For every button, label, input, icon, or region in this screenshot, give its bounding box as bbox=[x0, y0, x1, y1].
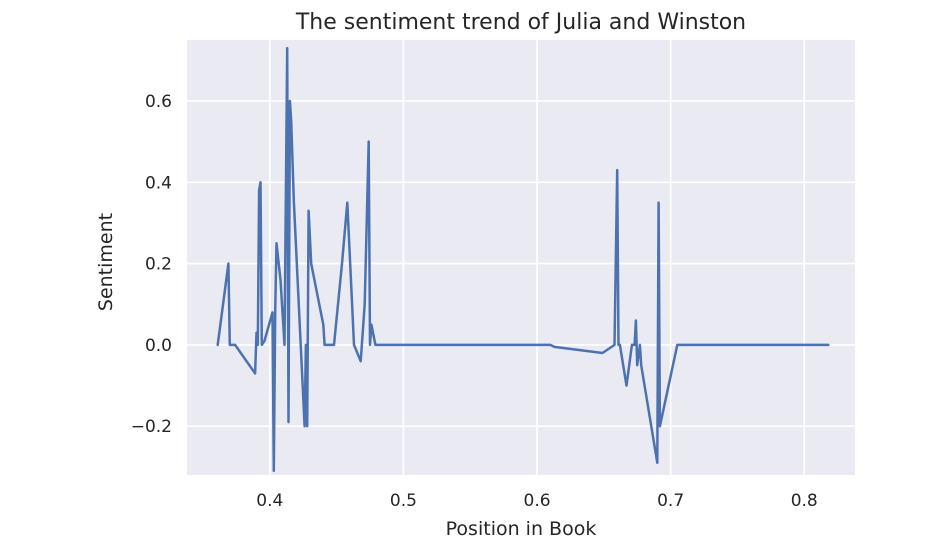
x-tick-label: 0.7 bbox=[657, 491, 684, 511]
y-tick-labels: −0.2 0.0 0.2 0.4 0.6 bbox=[131, 92, 172, 437]
y-tick-label: 0.6 bbox=[145, 92, 172, 112]
chart-title: The sentiment trend of Julia and Winston bbox=[295, 10, 746, 35]
y-tick-label: 0.2 bbox=[145, 255, 172, 275]
y-axis-label: Sentiment bbox=[95, 213, 117, 311]
series-group bbox=[216, 46, 830, 473]
sentiment-series-line bbox=[216, 46, 830, 473]
y-tick-label: −0.2 bbox=[131, 417, 172, 437]
x-tick-labels: 0.4 0.5 0.6 0.7 0.8 bbox=[256, 491, 817, 511]
x-tick-label: 0.8 bbox=[791, 491, 818, 511]
x-tick-label: 0.6 bbox=[524, 491, 551, 511]
plot-area bbox=[187, 40, 855, 475]
y-tick-label: 0.0 bbox=[145, 336, 172, 356]
y-tick-label: 0.4 bbox=[145, 173, 172, 193]
x-tick-label: 0.5 bbox=[390, 491, 417, 511]
x-axis-label: Position in Book bbox=[446, 518, 597, 540]
x-tick-label: 0.4 bbox=[256, 491, 283, 511]
